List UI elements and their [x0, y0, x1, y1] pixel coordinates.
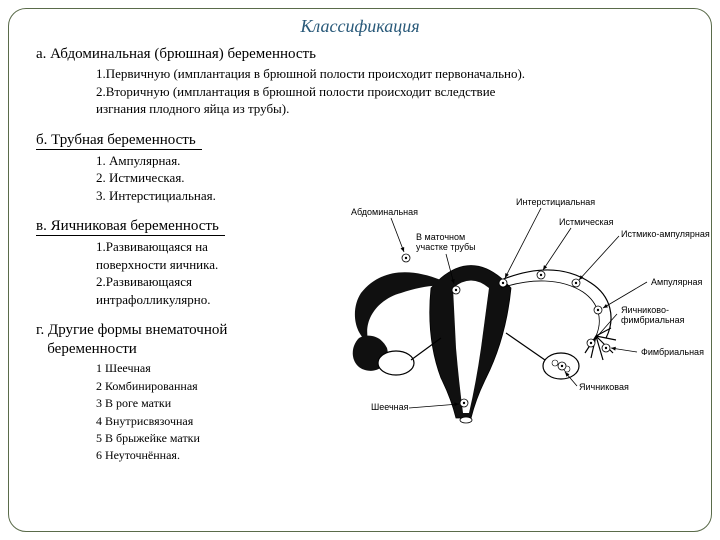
section-a-items: 1.Первичную (имплантация в брюшной полос… [96, 65, 684, 118]
item: 2. Истмическая. [96, 169, 684, 187]
item: интрафолликулярно. [96, 291, 356, 309]
section-b-head: б. Трубная беременность [36, 132, 684, 150]
section-a-head: а. Абдоминальная (брюшная) беременность [36, 46, 684, 63]
item: поверхности яичника. [96, 256, 356, 274]
item: 2.Вторичную (имплантация в брюшной полос… [96, 83, 684, 101]
lbl-ovarian: Яичниковая [579, 383, 629, 393]
slide-title: Классификация [0, 16, 720, 37]
lbl-interstitial: Интерстициальная [516, 198, 595, 208]
item: 1.Развивающаяся на [96, 238, 356, 256]
lbl-abdominal: Абдоминальная [351, 208, 418, 218]
lbl-isthmic: Истмическая [559, 218, 614, 228]
item: 1. Ампулярная. [96, 152, 684, 170]
lbl-ovarian-fimb: Яичниково- фимбриальная [621, 306, 685, 326]
diagram: Абдоминальная В маточном участке трубы И… [341, 188, 720, 488]
item: 1.Первичную (имплантация в брюшной полос… [96, 65, 684, 83]
section-c-items: 1.Развивающаяся на поверхности яичника. … [96, 238, 356, 308]
item: 2.Развивающаяся [96, 273, 356, 291]
lbl-cervical: Шеечная [371, 403, 409, 413]
lbl-uterine-tube: В маточном участке трубы [416, 233, 476, 253]
lbl-fimbrial: Фимбриальная [641, 348, 704, 358]
section-a: а. Абдоминальная (брюшная) беременность … [36, 46, 684, 118]
content-area: а. Абдоминальная (брюшная) беременность … [36, 46, 684, 520]
lbl-ampular: Ампулярная [651, 278, 702, 288]
lbl-isthmo-amp: Истмико-ампулярная [621, 230, 710, 240]
item: изгнания плодного яйца из трубы). [96, 100, 684, 118]
